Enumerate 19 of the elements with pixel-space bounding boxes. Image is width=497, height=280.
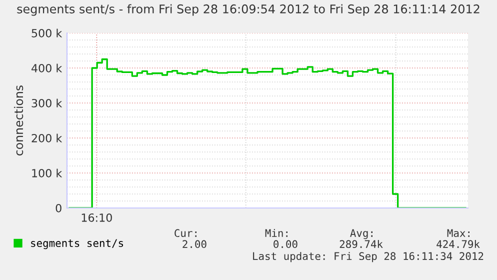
text: 16:10: [82, 213, 112, 222]
text: Min:: [265, 228, 288, 237]
legend-label: segments sent/s: [31, 239, 124, 250]
text: 289.74k: [340, 240, 383, 248]
y-tick-label: 200 k: [32, 134, 62, 142]
text: 0.00: [274, 240, 298, 248]
y-tick-label: 500 k: [32, 28, 62, 38]
text: 424.79k: [436, 240, 480, 248]
y-axis-title: connections: [14, 85, 24, 156]
text: Cur:: [174, 229, 196, 238]
y-tick-label: 100 k: [32, 168, 62, 178]
text: Last update: Fri Sep 28 16:11:34 2012: [253, 252, 484, 262]
y-tick-label: 0: [56, 204, 62, 212]
text: 2.00: [182, 240, 206, 248]
y-tick-label: 300 k: [32, 98, 62, 108]
text: Max:: [447, 229, 470, 238]
chart-title: segments sent/s - from Fri Sep 28 16:09:54 2012 to Fri Sep 28 16:11:14 2012: [17, 4, 480, 16]
y-tick-label: 400 k: [32, 64, 62, 72]
text: Avg:: [350, 229, 372, 240]
